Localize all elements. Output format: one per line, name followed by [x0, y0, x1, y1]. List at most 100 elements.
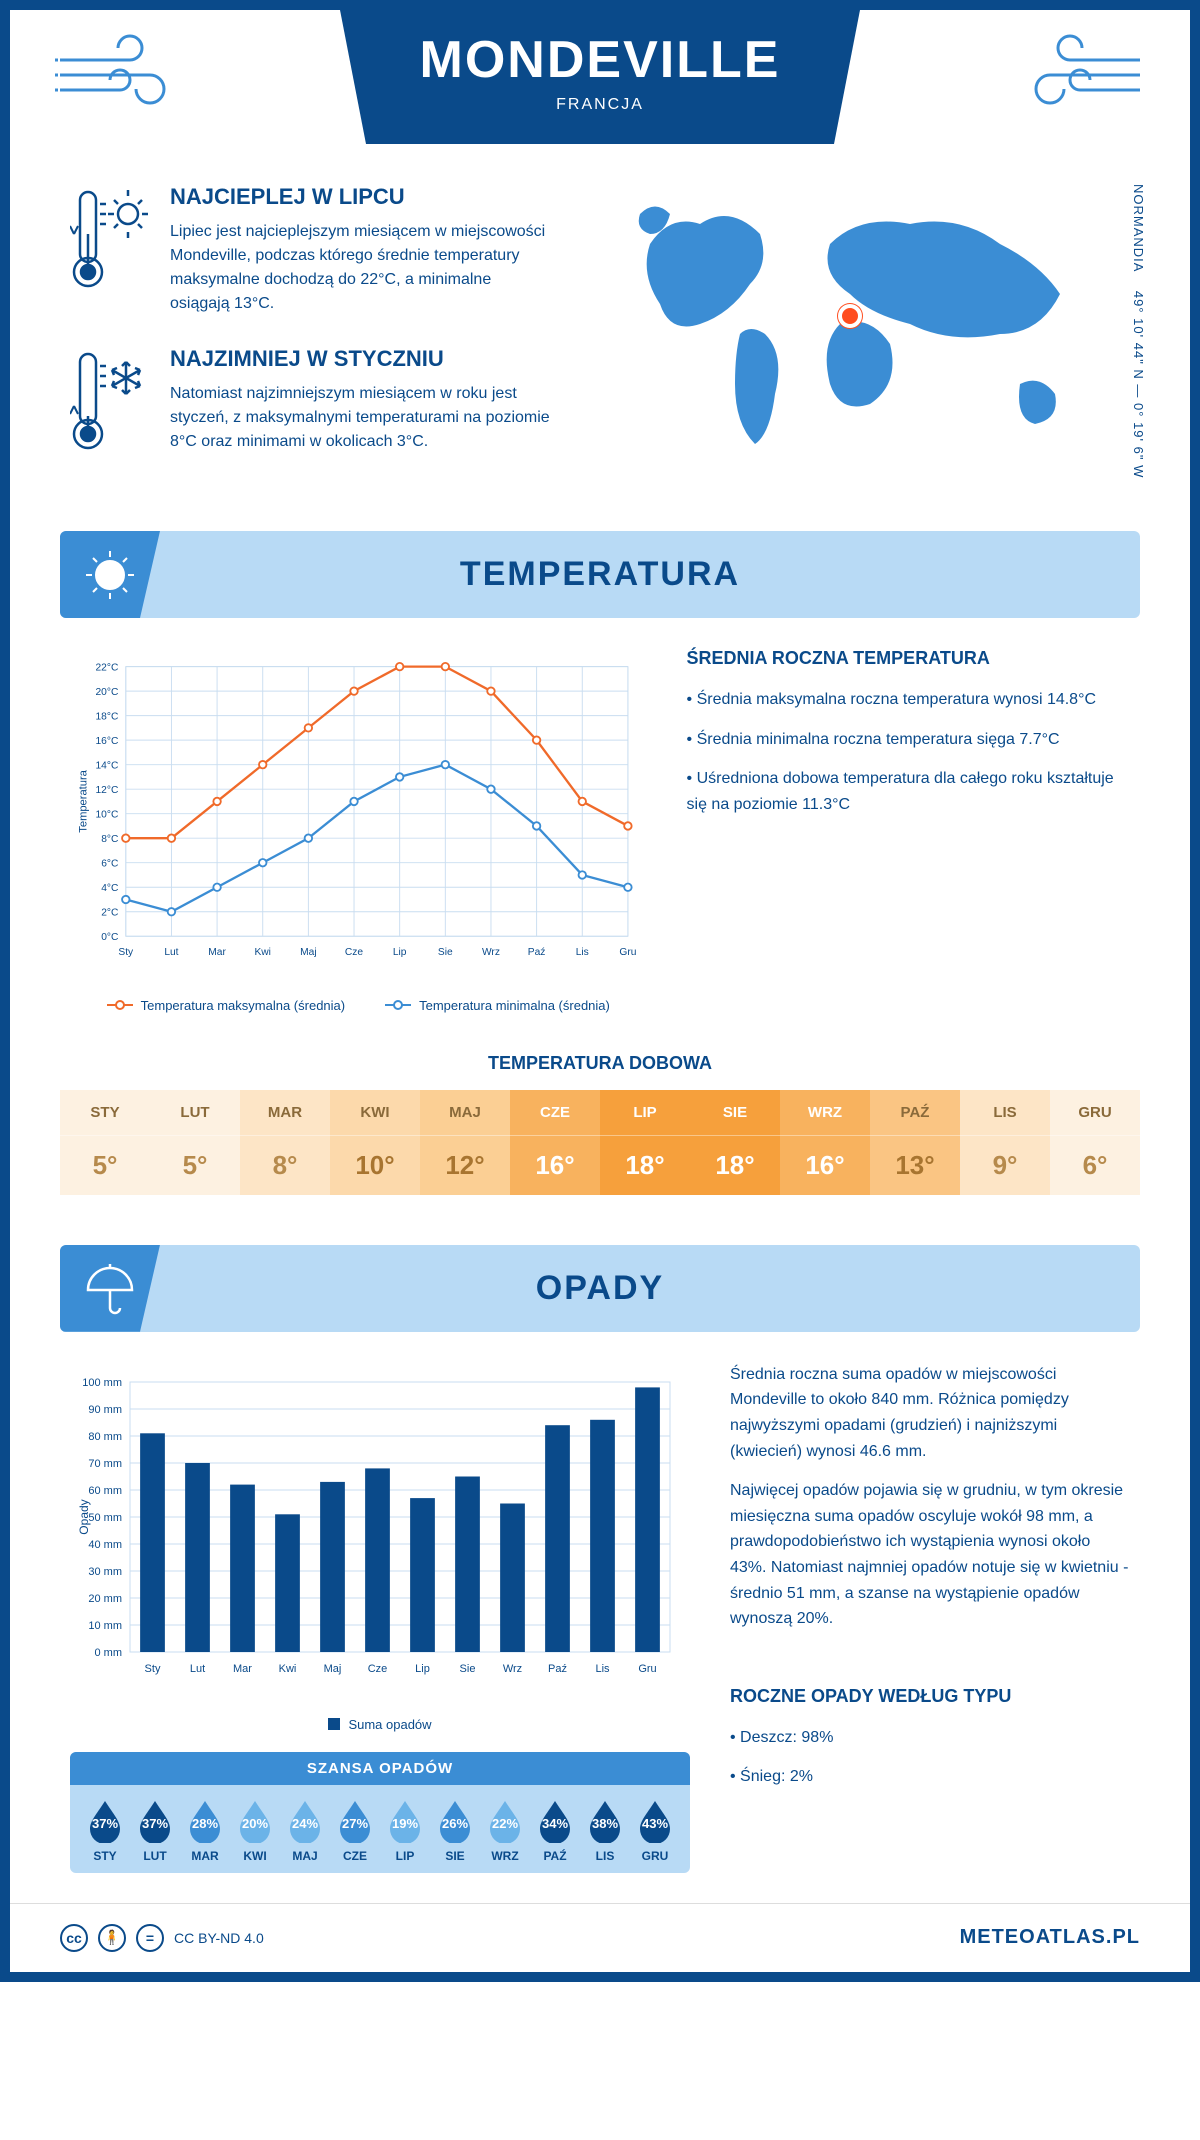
wind-icon-right: [1010, 30, 1150, 125]
svg-text:90 mm: 90 mm: [88, 1404, 122, 1416]
daily-temp-value: 10°: [330, 1136, 420, 1195]
daily-month-header: WRZ: [780, 1090, 870, 1136]
by-icon: 🧍: [98, 1924, 126, 1952]
chance-cell: 19%LIP: [380, 1799, 430, 1863]
precipitation-chart: 0 mm10 mm20 mm30 mm40 mm50 mm60 mm70 mm8…: [70, 1362, 690, 1732]
chance-cell: 22%WRZ: [480, 1799, 530, 1863]
daily-temp-value: 12°: [420, 1136, 510, 1195]
svg-text:Cze: Cze: [368, 1663, 388, 1675]
temp-summary-line: • Średnia maksymalna roczna temperatura …: [687, 687, 1130, 713]
svg-text:Mar: Mar: [208, 947, 226, 958]
precip-chance-table: SZANSA OPADÓW 37%STY37%LUT28%MAR20%KWI24…: [70, 1752, 690, 1873]
svg-text:Gru: Gru: [619, 947, 636, 958]
svg-text:18°C: 18°C: [96, 711, 119, 722]
svg-text:Opady: Opady: [77, 1499, 91, 1534]
license-block: cc 🧍 = CC BY-ND 4.0: [60, 1924, 264, 1952]
thermometer-snow-icon: [70, 346, 150, 461]
chance-cell: 34%PAŹ: [530, 1799, 580, 1863]
temp-summary-line: • Średnia minimalna roczna temperatura s…: [687, 727, 1130, 753]
temperature-summary: ŚREDNIA ROCZNA TEMPERATURA • Średnia mak…: [687, 648, 1130, 1013]
coordinates: NORMANDIA 49° 10' 44" N — 0° 19' 6" W: [1131, 184, 1146, 478]
daily-temp-value: 16°: [510, 1136, 600, 1195]
footer: cc 🧍 = CC BY-ND 4.0 METEOATLAS.PL: [10, 1903, 1190, 1972]
brand: METEOATLAS.PL: [960, 1926, 1140, 1949]
svg-text:Paź: Paź: [528, 947, 546, 958]
svg-text:Wrz: Wrz: [482, 947, 500, 958]
svg-text:60 mm: 60 mm: [88, 1485, 122, 1497]
sun-icon: [60, 531, 160, 618]
coldest-title: NAJZIMNIEJ W STYCZNIU: [170, 346, 550, 372]
svg-text:20 mm: 20 mm: [88, 1593, 122, 1605]
title-banner: MONDEVILLE FRANCJA: [340, 10, 860, 144]
chance-cell: 24%MAJ: [280, 1799, 330, 1863]
precip-type-title: ROCZNE OPADY WEDŁUG TYPU: [730, 1686, 1130, 1707]
daily-temp-value: 6°: [1050, 1136, 1140, 1195]
svg-text:Mar: Mar: [233, 1663, 252, 1675]
header: MONDEVILLE FRANCJA: [10, 10, 1190, 174]
hottest-text: Lipiec jest najcieplejszym miesiącem w m…: [170, 220, 550, 316]
svg-text:Cze: Cze: [345, 947, 363, 958]
umbrella-icon: [60, 1245, 160, 1332]
chance-cell: 28%MAR: [180, 1799, 230, 1863]
country-name: FRANCJA: [400, 96, 800, 114]
chance-title: SZANSA OPADÓW: [70, 1752, 690, 1785]
wind-icon-left: [50, 30, 190, 125]
svg-text:30 mm: 30 mm: [88, 1566, 122, 1578]
svg-text:16°C: 16°C: [96, 736, 119, 747]
daily-month-header: LIS: [960, 1090, 1050, 1136]
temp-summary-line: • Uśredniona dobowa temperatura dla całe…: [687, 766, 1130, 817]
temp-summary-title: ŚREDNIA ROCZNA TEMPERATURA: [687, 648, 1130, 669]
city-name: MONDEVILLE: [400, 30, 800, 90]
daily-temp-value: 16°: [780, 1136, 870, 1195]
svg-text:Lip: Lip: [415, 1663, 430, 1675]
coldest-text: Natomiast najzimniejszym miesiącem w rok…: [170, 382, 550, 454]
daily-month-header: PAŹ: [870, 1090, 960, 1136]
svg-text:Wrz: Wrz: [503, 1663, 522, 1675]
hottest-title: NAJCIEPLEJ W LIPCU: [170, 184, 550, 210]
svg-text:0 mm: 0 mm: [95, 1647, 123, 1659]
precip-title: OPADY: [80, 1269, 1120, 1308]
svg-text:Sie: Sie: [460, 1663, 476, 1675]
svg-text:Lut: Lut: [164, 947, 178, 958]
daily-temp-value: 5°: [60, 1136, 150, 1195]
coldest-block: NAJZIMNIEJ W STYCZNIU Natomiast najzimni…: [70, 346, 550, 461]
precip-legend: Suma opadów: [348, 1717, 431, 1732]
svg-text:14°C: 14°C: [96, 760, 119, 771]
cc-icon: cc: [60, 1924, 88, 1952]
precip-type-line: • Śnieg: 2%: [730, 1764, 1130, 1790]
thermometer-sun-icon: [70, 184, 150, 316]
svg-text:50 mm: 50 mm: [88, 1512, 122, 1524]
precip-summary: Średnia roczna suma opadów w miejscowośc…: [730, 1362, 1130, 1873]
svg-text:Sie: Sie: [438, 947, 453, 958]
daily-temp-value: 13°: [870, 1136, 960, 1195]
svg-text:10 mm: 10 mm: [88, 1620, 122, 1632]
nd-icon: =: [136, 1924, 164, 1952]
daily-temp-value: 8°: [240, 1136, 330, 1195]
chance-cell: 37%LUT: [130, 1799, 180, 1863]
svg-text:6°C: 6°C: [101, 858, 118, 869]
svg-text:2°C: 2°C: [101, 907, 118, 918]
daily-month-header: MAJ: [420, 1090, 510, 1136]
precip-text-1: Średnia roczna suma opadów w miejscowośc…: [730, 1362, 1130, 1464]
svg-text:100 mm: 100 mm: [82, 1377, 122, 1389]
daily-month-header: KWI: [330, 1090, 420, 1136]
chance-cell: 20%KWI: [230, 1799, 280, 1863]
precip-type-line: • Deszcz: 98%: [730, 1725, 1130, 1751]
chance-cell: 26%SIE: [430, 1799, 480, 1863]
precip-section-header: OPADY: [60, 1245, 1140, 1332]
daily-temp-value: 9°: [960, 1136, 1050, 1195]
chance-cell: 43%GRU: [630, 1799, 680, 1863]
svg-text:20°C: 20°C: [96, 687, 119, 698]
daily-temp-title: TEMPERATURA DOBOWA: [10, 1053, 1190, 1074]
chance-cell: 38%LIS: [580, 1799, 630, 1863]
daily-month-header: GRU: [1050, 1090, 1140, 1136]
daily-month-header: CZE: [510, 1090, 600, 1136]
svg-text:Lip: Lip: [393, 947, 407, 958]
legend-item: Temperatura maksymalna (średnia): [107, 998, 345, 1013]
svg-text:Maj: Maj: [324, 1663, 342, 1675]
daily-month-header: LIP: [600, 1090, 690, 1136]
daily-month-header: SIE: [690, 1090, 780, 1136]
svg-text:Sty: Sty: [118, 947, 134, 958]
chance-cell: 27%CZE: [330, 1799, 380, 1863]
svg-text:Lis: Lis: [576, 947, 589, 958]
